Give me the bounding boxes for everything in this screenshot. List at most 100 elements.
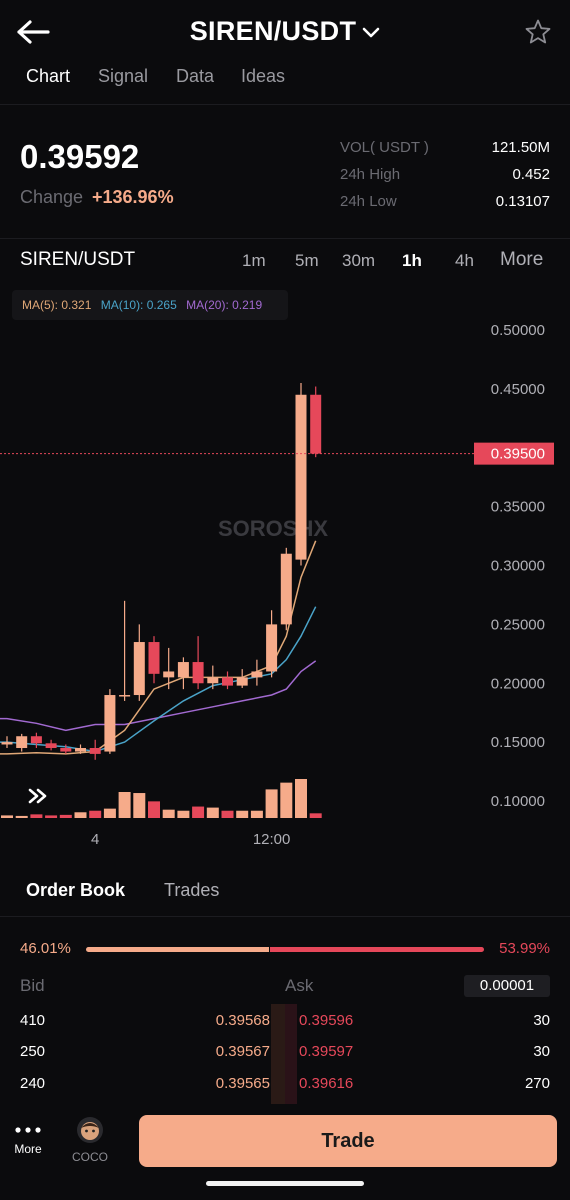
candle (45, 739, 57, 751)
volume-bar (295, 779, 307, 818)
candle (16, 733, 28, 752)
tab-order-book[interactable]: Order Book (26, 880, 126, 900)
candle (222, 671, 233, 690)
timeframe-1m[interactable]: 1m (242, 251, 266, 270)
order-book-row[interactable]: 240 0.39565 0.39616 270 (0, 1071, 570, 1097)
order-book-row[interactable]: 250 0.39567 0.39597 30 (0, 1039, 570, 1065)
x-axis-tick-label: 4 (91, 831, 99, 848)
candle (60, 744, 72, 754)
y-axis-tick-label: 0.30000 (491, 558, 545, 575)
bid-ratio-fill (86, 947, 270, 952)
candle (163, 647, 175, 690)
ma-legend: MA(5): 0.321 MA(10): 0.265 MA(20): 0.219 (12, 290, 288, 320)
volume-bar (103, 808, 116, 818)
tab-trades[interactable]: Trades (164, 880, 220, 900)
volume-bar (30, 814, 43, 818)
candle (75, 744, 86, 754)
tab-data[interactable]: Data (176, 66, 215, 86)
candle (104, 689, 116, 754)
current-price-label: 0.39500 (491, 446, 545, 463)
bid-price: 0.39568 (215, 1012, 270, 1029)
volume-bar (280, 782, 293, 818)
volume-bar (59, 814, 72, 818)
favorite-star-icon[interactable] (524, 18, 552, 46)
volume-bar (133, 793, 146, 818)
more-button[interactable]: More (8, 1120, 48, 1170)
ask-quantity: 30 (533, 1043, 550, 1060)
stat-label-high: 24h High (340, 166, 401, 183)
trade-button[interactable]: Trade (139, 1115, 557, 1167)
timeframe-1h[interactable]: 1h (402, 251, 422, 270)
ma20-legend: MA(20): 0.219 (186, 298, 263, 312)
volume-bar (89, 810, 102, 818)
volume-bar (148, 801, 160, 818)
timeframe-4h[interactable]: 4h (455, 251, 474, 270)
timeframe-30m[interactable]: 30m (342, 251, 376, 270)
stat-value-volume: 121.50M (491, 139, 550, 156)
candle (236, 669, 248, 688)
divider (0, 238, 570, 239)
volume-bar (1, 815, 13, 818)
ask-price: 0.39596 (299, 1012, 354, 1029)
home-indicator (206, 1181, 364, 1186)
coco-assistant-button[interactable]: COCO (68, 1116, 112, 1170)
candle (177, 657, 189, 690)
volume-bar (265, 789, 278, 818)
candle (1, 736, 13, 749)
stat-label-low: 24h Low (340, 193, 397, 210)
bid-price: 0.39565 (215, 1075, 270, 1092)
chart-pair-label: SIREN/USDT (20, 249, 136, 270)
bid-quantity: 410 (20, 1012, 46, 1029)
x-axis-tick-label: 12:00 (253, 831, 291, 848)
bid-quantity: 250 (20, 1043, 46, 1060)
coco-avatar-icon (77, 1117, 103, 1143)
candle (30, 732, 42, 749)
ma20-line (0, 660, 317, 732)
volume-bar (192, 806, 205, 818)
y-axis-tick-label: 0.45000 (491, 381, 545, 398)
candle (119, 600, 131, 701)
y-axis-tick-label: 0.15000 (491, 734, 545, 751)
ask-depth-bar (285, 1004, 297, 1104)
tab-ideas[interactable]: Ideas (241, 66, 286, 86)
candle (148, 636, 160, 684)
tick-size-selector[interactable]: 0.00001 (464, 975, 550, 997)
timeframe-more[interactable]: More (500, 249, 544, 270)
volume-bar (221, 810, 234, 818)
stat-value-high: 0.452 (512, 166, 550, 183)
timeframe-5m[interactable]: 5m (295, 251, 319, 270)
ask-price: 0.39597 (299, 1043, 354, 1060)
tab-signal[interactable]: Signal (98, 66, 149, 86)
candlestick-chart[interactable]: SOROSHX 0.500000.450000.400000.350000.30… (0, 320, 570, 860)
bid-column-header: Bid (20, 976, 45, 995)
chevron-down-icon (362, 27, 380, 38)
bid-depth-bar (271, 1004, 285, 1104)
volume-bar (162, 809, 175, 818)
current-price-badge (474, 442, 554, 465)
y-axis-tick-label: 0.10000 (491, 793, 545, 810)
volume-bar (118, 792, 131, 818)
ma10-legend: MA(10): 0.265 (100, 298, 177, 312)
volume-bar (15, 815, 28, 818)
stat-label-volume: VOL( USDT ) (340, 139, 429, 156)
volume-bar (206, 807, 219, 818)
candle (207, 665, 219, 690)
change-label: Change (20, 187, 84, 207)
order-book-row[interactable]: 410 0.39568 0.39596 30 (0, 1008, 570, 1034)
candle (295, 382, 307, 566)
ask-price: 0.39616 (299, 1075, 354, 1092)
pair-selector[interactable]: SIREN/USDT (0, 16, 570, 47)
candle (133, 624, 145, 701)
bid-ratio: 46.01% (20, 940, 71, 957)
top-header: SIREN/USDT (0, 0, 570, 64)
back-arrow-icon[interactable] (16, 18, 50, 46)
candle (89, 739, 101, 760)
tab-chart[interactable]: Chart (26, 66, 71, 86)
candle (192, 636, 204, 690)
bid-price: 0.39567 (215, 1043, 270, 1060)
divider (0, 916, 570, 917)
candle (251, 659, 263, 686)
stat-value-low: 0.13107 (495, 193, 550, 210)
divider (0, 104, 570, 105)
expand-chart-icon[interactable] (28, 788, 47, 804)
